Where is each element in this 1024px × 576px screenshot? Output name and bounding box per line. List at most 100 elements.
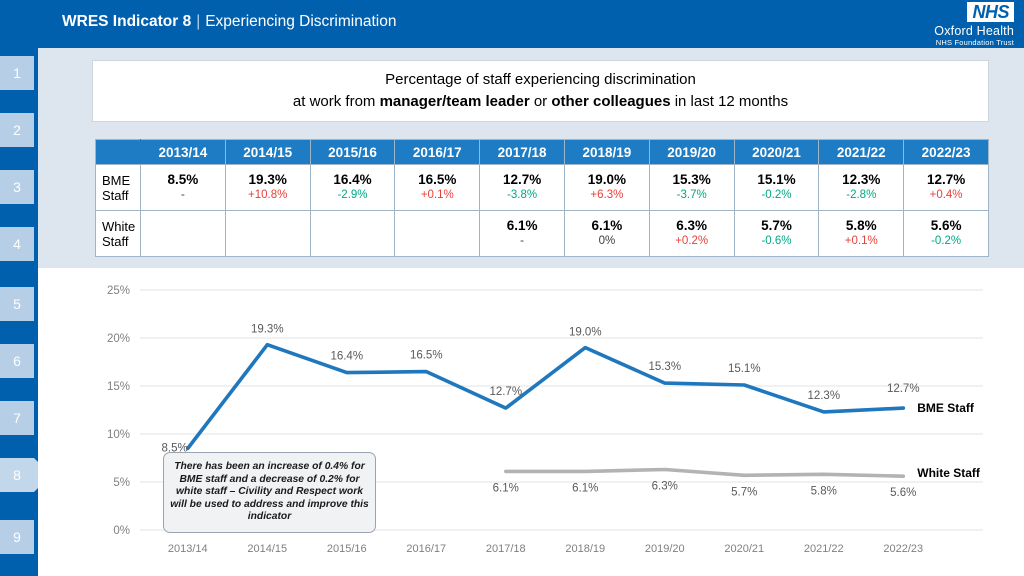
table-col-header-2016-17: 2016/17 (394, 139, 481, 165)
nhs-trust-name: Oxford Health (934, 24, 1014, 38)
cell-value: 6.1% (591, 218, 623, 233)
y-axis-tick-0: 0% (113, 525, 130, 537)
app-header: WRES Indicator 8 | Experiencing Discrimina… (0, 0, 1024, 48)
section-rail: 1 2 3 4 5 6 7 8 9 (0, 48, 51, 576)
table-col-header-2013-14: 2013/14 (140, 139, 226, 165)
cell-delta: - (180, 189, 185, 201)
sidebar-item-1[interactable]: 1 (0, 56, 34, 90)
sidebar-item-3[interactable]: 3 (0, 170, 34, 204)
cell-value: 16.5% (418, 172, 457, 187)
data-label-bme-staff-2021-22: 12.3% (807, 390, 840, 402)
data-label-bme-staff-2014-15: 19.3% (251, 324, 284, 336)
cell-delta: +0.1% (420, 189, 454, 201)
cell-delta: -0.2% (761, 189, 792, 201)
sidebar-item-7[interactable]: 7 (0, 401, 34, 435)
x-axis-tick-2018-19: 2018/19 (565, 543, 605, 555)
data-label-bme-staff-2017-18: 12.7% (489, 386, 522, 398)
data-label-bme-staff-2016-17: 16.5% (410, 350, 443, 362)
sidebar-item-5[interactable]: 5 (0, 287, 34, 321)
table-col-header-2020-21: 2020/21 (733, 139, 820, 165)
table-cell (224, 210, 311, 257)
data-label-bme-staff-2018-19: 19.0% (569, 327, 602, 339)
table-col-header-2022-23: 2022/23 (903, 139, 989, 165)
data-label-bme-staff-2022-23: 12.7% (887, 383, 920, 395)
sidebar-item-9[interactable]: 9 (0, 520, 34, 554)
table-cell: 15.3% -3.7% (648, 164, 735, 211)
chart-title-line-1: Percentage of staff experiencing discrim… (385, 71, 696, 88)
cell-value: 19.0% (587, 172, 627, 187)
title-separator: | (196, 13, 201, 30)
x-axis-tick-2021-22: 2021/22 (804, 543, 844, 555)
data-label-white-staff-2020-21: 5.7% (731, 486, 757, 498)
table-cell: 6.1% - (479, 210, 565, 257)
table-cell: 16.5% +0.1% (394, 164, 481, 211)
cell-delta: +0.2% (675, 235, 709, 247)
table-col-header-2014-15: 2014/15 (224, 139, 311, 165)
nhs-trust-type: NHS Foundation Trust (935, 38, 1014, 47)
chart-canvas: 0% 5% 10% 15% 20% 25% 2013/14 2014/15 2015/16 201… (107, 285, 983, 555)
title-bold-1: manager/team leader (379, 93, 530, 110)
row-label-line-1: BME (102, 172, 131, 188)
row-label-line-2: Staff (102, 233, 129, 249)
x-axis-tick-2019-20: 2019/20 (645, 543, 685, 555)
table-cell: 19.0% +6.3% (563, 164, 650, 211)
commentary-text: There has been an increase of 0.4% for B… (170, 461, 369, 523)
page-title: WRES Indicator 8 | Experiencing Discrimina… (62, 13, 396, 31)
table-col-header-2015-16: 2015/16 (309, 139, 396, 165)
table-cell (394, 210, 481, 257)
sidebar-item-2[interactable]: 2 (0, 113, 34, 147)
series-label-white-staff: White Staff (917, 466, 981, 480)
table-header-row: 2013/14 2014/15 2015/16 2016/17 2017/18 2018/… (95, 139, 989, 165)
table-cell (309, 210, 396, 257)
cell-value: 16.4% (333, 172, 372, 187)
table-cell: 5.7% -0.6% (733, 210, 820, 257)
table-cell: 16.4% -2.9% (309, 164, 396, 211)
row-label-line-1: White (102, 218, 136, 234)
table-col-header-2021-22: 2021/22 (818, 139, 905, 165)
cell-value: 12.7% (502, 172, 542, 187)
series-line-white-staff (504, 467, 906, 478)
nhs-wordmark: NHS (967, 2, 1014, 22)
cell-value: 15.1% (757, 172, 796, 187)
x-axis-tick-2014-15: 2014/15 (247, 543, 287, 555)
data-label-bme-staff-2019-20: 15.3% (648, 361, 681, 373)
data-label-white-staff-2019-20: 6.3% (652, 481, 678, 493)
table-row-label: White Staff (95, 210, 141, 257)
series-line-bme-staff (186, 342, 906, 451)
cell-delta: +6.3% (590, 189, 624, 201)
table-cell: 12.3% -2.8% (818, 164, 905, 211)
nhs-logo: NHS Oxford Health NHS Foundation Trust (896, 2, 1014, 47)
x-axis-tick-2013-14: 2013/14 (168, 543, 208, 555)
table-body: BME Staff 8.5% -19.3% +10.8% 16.4% -2.9% 16.5% +… (95, 164, 989, 257)
title-bold-2: other colleagues (551, 93, 671, 110)
sidebar-item-6[interactable]: 6 (0, 344, 34, 378)
table-cell (140, 210, 226, 257)
cell-delta: -2.8% (846, 189, 877, 201)
table-cell: 6.3% +0.2% (648, 210, 735, 257)
x-axis-tick-2020-21: 2020/21 (724, 543, 764, 555)
x-axis-tick-2015-16: 2015/16 (327, 543, 367, 555)
table-row: BME Staff 8.5% - 19.3% +10.8% 16.4% -2.9% 16.5% +… (95, 164, 989, 211)
data-label-bme-staff-2013-14: 8.5% (162, 442, 188, 454)
title-pre: at work from (292, 93, 380, 110)
sidebar-item-8[interactable]: 8 (0, 458, 34, 492)
title-mid: or (529, 93, 552, 110)
cell-value: 12.3% (842, 172, 881, 187)
cell-delta: +0.4% (929, 189, 963, 201)
table-cell: 19.3% +10.8% (224, 164, 311, 211)
table-row-label: BME Staff (95, 164, 141, 211)
cell-value: 5.7% (761, 218, 792, 233)
series-label-bme-staff: BME Staff (917, 401, 975, 415)
sidebar-item-4[interactable]: 4 (0, 227, 34, 261)
cell-delta: +10.8% (248, 189, 288, 201)
table-cell: 15.1% -0.2% (733, 164, 820, 211)
indicator-subtitle: Experiencing Discrimination (205, 13, 397, 30)
cell-value: 5.8% (845, 218, 877, 233)
table-corner-cell (95, 139, 141, 165)
chart-title-line-2: at work from manager/team leader or othe… (293, 91, 788, 113)
chart-title-box: Percentage of staff experiencing discrim… (92, 60, 989, 122)
cell-value: 8.5% (167, 172, 199, 187)
cell-value: 12.7% (926, 172, 966, 187)
cell-delta: -3.7% (676, 189, 707, 201)
indicator-label: WRES Indicator 8 (62, 13, 192, 30)
